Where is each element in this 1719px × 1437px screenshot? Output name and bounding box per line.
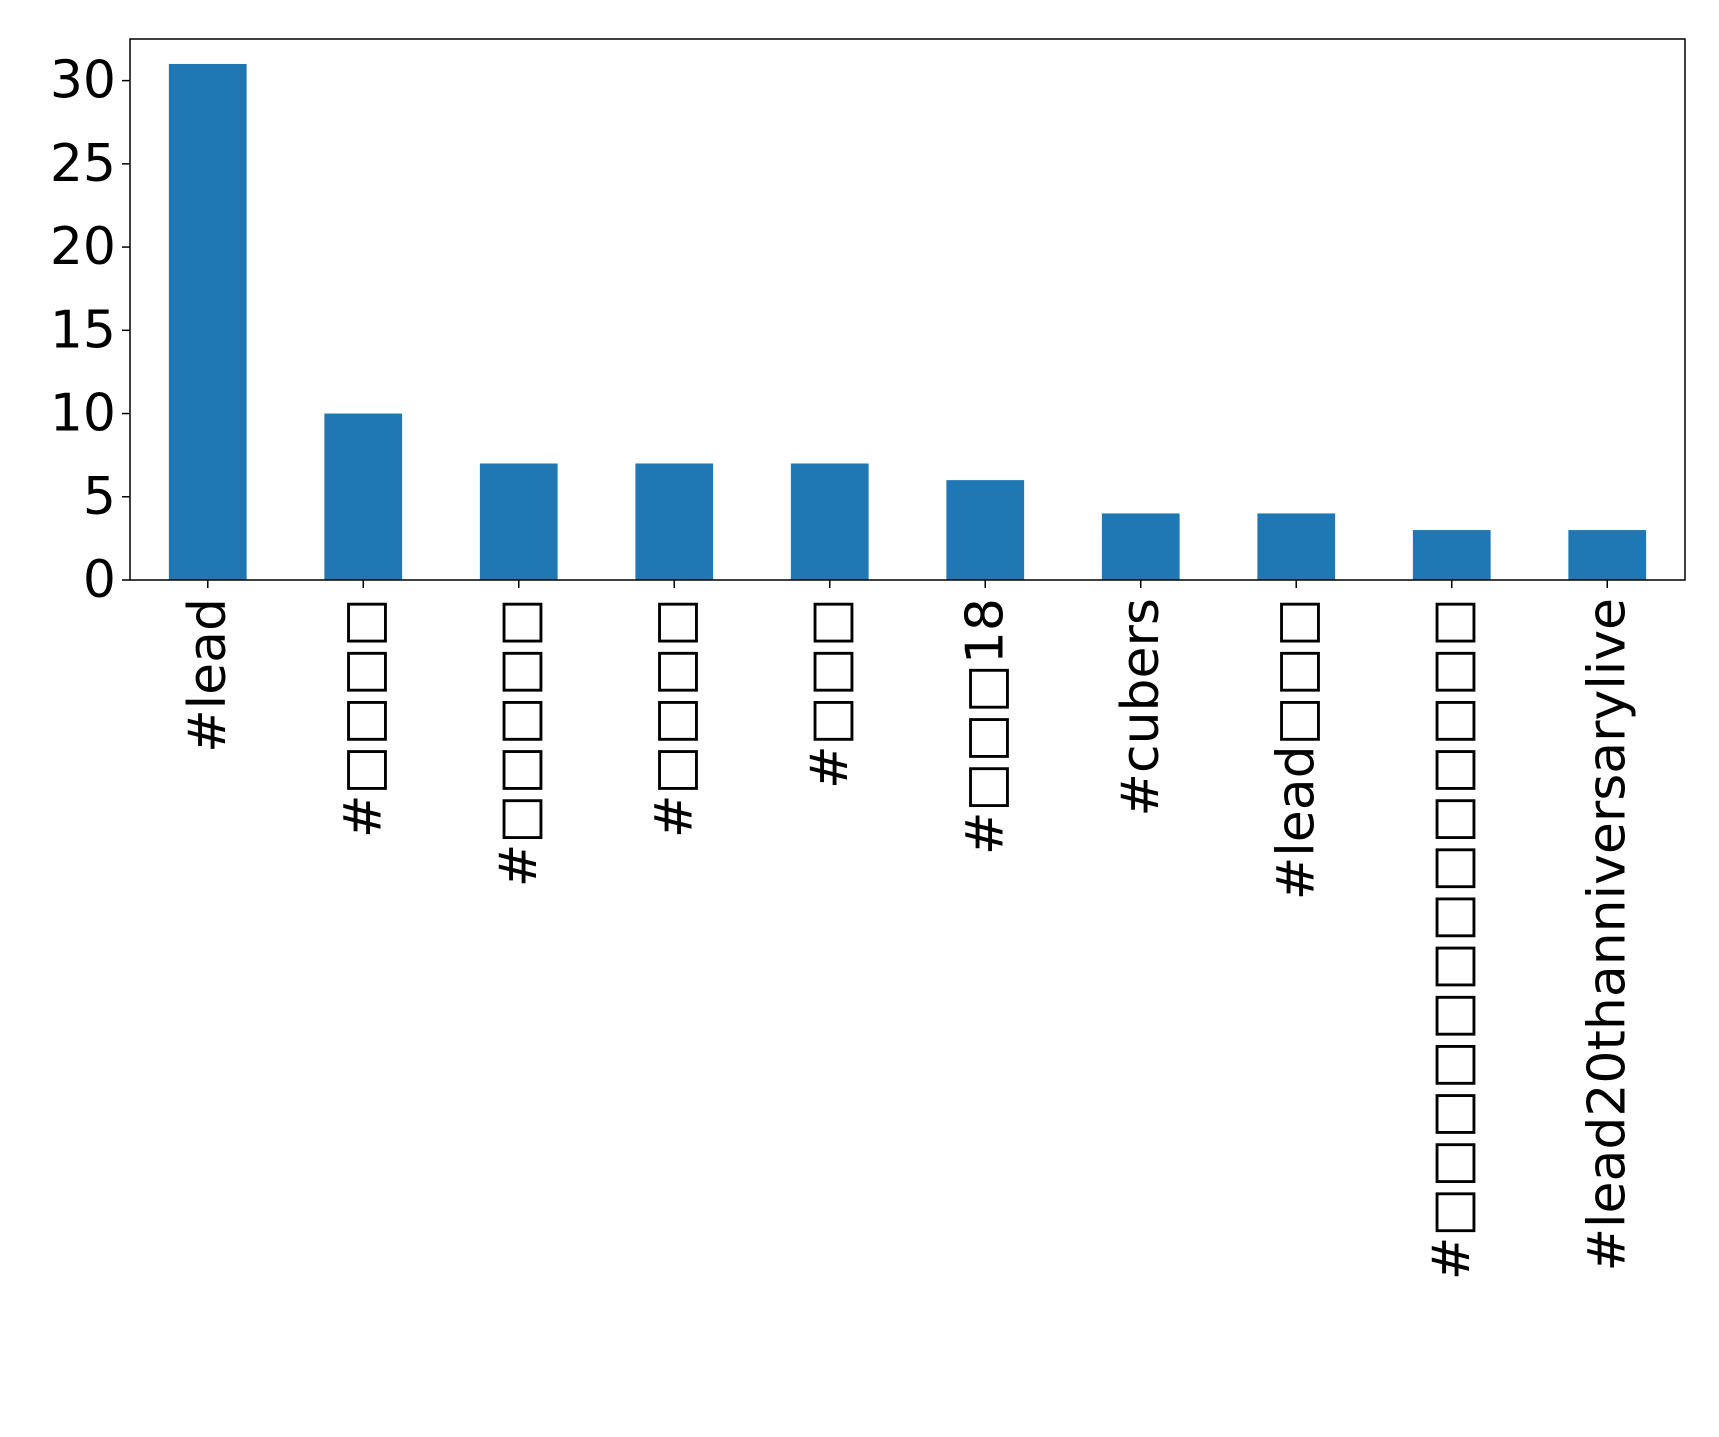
y-tick-label: 30 <box>50 51 116 111</box>
x-tick-label: #lead□□□ <box>1266 598 1326 900</box>
x-tick-label: #□□□□ <box>644 598 704 838</box>
plot-frame <box>129 38 1686 581</box>
bar <box>946 480 1025 580</box>
bar <box>1568 530 1647 580</box>
y-tick-label: 5 <box>83 467 116 527</box>
bar <box>1101 513 1180 580</box>
x-tick-label: #□□□18 <box>955 598 1015 855</box>
bar <box>324 413 403 580</box>
bar <box>790 463 869 580</box>
x-tick-label: #□□□□□ <box>489 598 549 887</box>
x-tick-label: #lead20thanniversarylive <box>1577 598 1637 1272</box>
bar <box>1412 530 1491 580</box>
x-tick-label: #lead <box>178 598 238 753</box>
x-tick-label: #□□□□□□□□□□□□□ <box>1422 598 1482 1280</box>
y-tick-label: 20 <box>50 217 116 277</box>
y-axis: 0 5 10 15 20 25 30 <box>50 51 130 610</box>
bar <box>479 463 558 580</box>
bar <box>635 463 714 580</box>
bar <box>168 63 247 580</box>
x-tick-label: #□□□ <box>800 598 860 789</box>
y-tick-label: 15 <box>50 300 116 360</box>
y-tick-label: 10 <box>50 384 116 444</box>
bars-layer <box>168 63 1647 580</box>
x-axis: #lead #□□□□ #□□□□□ #□□□□ #□□□ #□□□18 #cubers #l… <box>178 580 1637 1280</box>
x-tick-label: #cubers <box>1111 598 1171 817</box>
y-tick-label: 25 <box>50 134 116 194</box>
x-tick-label: #□□□□ <box>333 598 393 838</box>
bar <box>1257 513 1336 580</box>
y-tick-label: 0 <box>83 550 116 610</box>
